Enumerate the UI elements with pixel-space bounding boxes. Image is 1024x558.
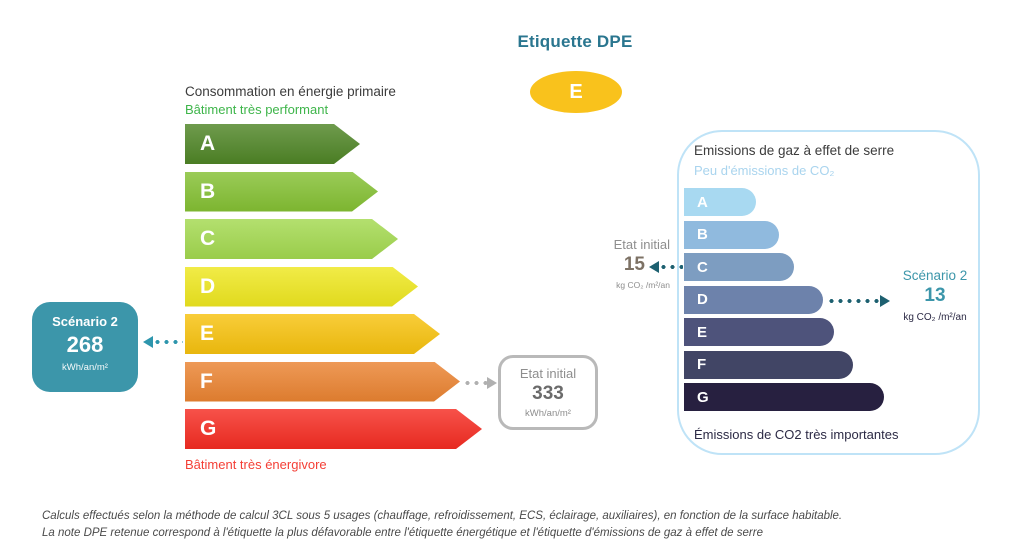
- dotted-line: [827, 299, 880, 303]
- bar-letter: E: [697, 323, 708, 341]
- co2-bar-E: E: [684, 318, 834, 346]
- energy-bar-A: A: [185, 124, 360, 164]
- scenario2-co2-unit: kg CO₂ /m²/an: [903, 312, 967, 323]
- energy-bars: A B C D E F G: [185, 124, 482, 457]
- co2-bar-D: D: [684, 285, 823, 314]
- etat-initial-energy-value: 333: [532, 383, 564, 404]
- dotted-line: [153, 340, 183, 344]
- arrowhead-left-icon: [143, 336, 153, 348]
- scenario2-co2-callout: Scénario 2 13 kg CO₂ /m²/an: [891, 268, 979, 323]
- scenario2-co2-label: Scénario 2: [902, 268, 968, 283]
- co2-bar-G: G: [684, 383, 884, 411]
- page-title: Etiquette DPE: [517, 32, 633, 51]
- bar-letter: E: [200, 322, 215, 345]
- energy-chart-title: Consommation en énergie primaire: [185, 84, 396, 99]
- arrowhead-right-icon: [880, 295, 890, 307]
- energy-bar-G: G: [185, 409, 482, 449]
- energy-chart-top-label: Bâtiment très performant: [185, 102, 329, 117]
- etat-initial-energy-unit: kWh/an/m²: [525, 408, 571, 419]
- dpe-rating-badge: E: [530, 71, 622, 113]
- dotted-line: [659, 265, 683, 269]
- footnote-line-1: Calculs effectués selon la méthode de ca…: [42, 510, 843, 522]
- scenario2-energy-value: 268: [66, 332, 104, 357]
- energy-bar-D: D: [185, 267, 418, 307]
- bar-letter: B: [697, 226, 708, 243]
- bar-letter: F: [200, 369, 213, 393]
- co2-bar-A: A: [684, 188, 756, 216]
- bar-letter: G: [200, 417, 217, 440]
- co2-bar-B: B: [684, 220, 779, 249]
- co2-chart-title: Emissions de gaz à effet de serre: [694, 143, 895, 158]
- energy-chart-bottom-label: Bâtiment très énergivore: [185, 457, 327, 472]
- bar-letter: D: [697, 291, 708, 308]
- dotted-line: [463, 381, 487, 385]
- scenario2-co2-value: 13: [924, 285, 946, 306]
- dotted-arrow-left-icon: [649, 261, 683, 273]
- footnote-line-2: La note DPE retenue correspond à l'étiqu…: [42, 527, 763, 539]
- bar-letter: F: [697, 356, 707, 373]
- arrowhead-left-icon: [649, 261, 659, 273]
- etat-initial-energy-label: Etat initial: [519, 366, 577, 381]
- etat-initial-co2-callout: Etat initial 15 kg CO₂ /m²/an: [540, 237, 670, 290]
- scenario2-energy-unit: kWh/an/m²: [62, 362, 108, 373]
- bar-letter: C: [200, 227, 216, 250]
- bar-letter: C: [697, 258, 708, 276]
- dotted-arrow-right-icon: [463, 377, 497, 389]
- energy-bar-F: F: [185, 362, 460, 402]
- etat-initial-co2-value: 15: [623, 254, 645, 275]
- dotted-arrow-right-icon: [827, 295, 890, 307]
- etat-initial-energy-callout: Etat initial 333 kWh/an/m²: [498, 355, 598, 430]
- scenario2-energy-callout: Scénario 2 268 kWh/an/m²: [32, 302, 138, 392]
- energy-bar-E: E: [185, 314, 440, 354]
- co2-chart-top-label: Peu d'émissions de CO₂: [694, 163, 835, 178]
- bar-letter: A: [697, 193, 708, 211]
- arrowhead-right-icon: [487, 377, 497, 389]
- bar-letter: B: [200, 179, 216, 203]
- energy-bar-C: C: [185, 219, 398, 259]
- co2-bar-C: C: [684, 253, 794, 281]
- scenario2-energy-label: Scénario 2: [52, 314, 118, 329]
- etat-initial-co2-label: Etat initial: [613, 237, 670, 252]
- co2-chart-bottom-label: Émissions de CO2 très importantes: [694, 427, 899, 442]
- bar-letter: G: [697, 388, 709, 406]
- energy-bar-B: B: [185, 172, 378, 212]
- dpe-rating-letter: E: [569, 80, 583, 103]
- bar-letter: A: [200, 132, 216, 155]
- bar-letter: D: [200, 274, 216, 298]
- etat-initial-co2-unit: kg CO₂ /m²/an: [616, 280, 670, 290]
- footnote: Calculs effectués selon la méthode de ca…: [42, 508, 987, 542]
- co2-bar-F: F: [684, 350, 853, 379]
- dotted-arrow-left-icon: [143, 336, 183, 348]
